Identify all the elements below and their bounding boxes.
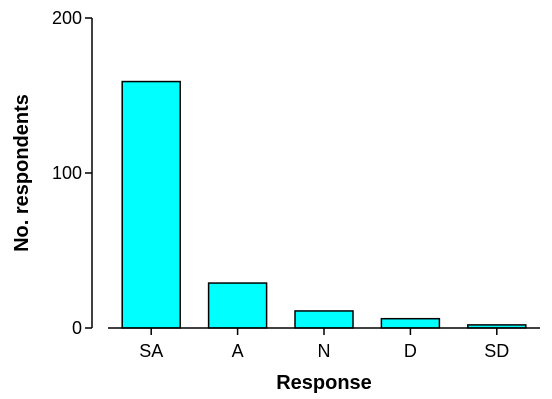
y-tick-label: 100 [52,163,82,183]
bar-a [207,282,268,329]
x-ticks: SA A N D SD [139,328,509,361]
bars-layer [121,80,527,329]
y-tick-label: 0 [72,318,82,338]
y-axis-title: No. respondents [11,94,33,252]
bar-sa [121,80,181,329]
x-tick-label-n: N [318,341,331,361]
bar-n [294,310,354,329]
bar-d [380,317,441,329]
y-tick-label: 200 [52,8,82,28]
x-tick-label-d: D [404,341,417,361]
x-axis-title: Response [276,372,372,394]
y-ticks: 0 100 200 [52,8,92,338]
x-tick-label-a: A [232,341,244,361]
x-tick-label-sa: SA [139,341,163,361]
x-tick-label-sd: SD [484,341,509,361]
